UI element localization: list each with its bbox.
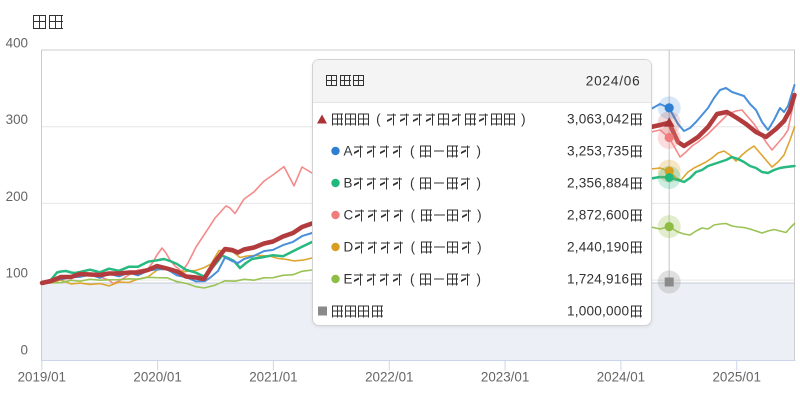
- svg-text:2023/01: 2023/01: [481, 370, 529, 385]
- svg-text:2020/01: 2020/01: [133, 370, 181, 385]
- svg-text:200: 200: [6, 189, 28, 204]
- svg-text:2022/01: 2022/01: [365, 370, 413, 385]
- svg-text:100: 100: [6, 266, 28, 281]
- svg-text:0: 0: [21, 342, 28, 357]
- svg-text:300: 300: [6, 112, 28, 127]
- svg-text:2025/01: 2025/01: [712, 370, 760, 385]
- svg-text:2021/01: 2021/01: [249, 370, 297, 385]
- svg-text:400: 400: [6, 36, 28, 51]
- svg-text:2019/01: 2019/01: [18, 370, 66, 385]
- svg-text:2024/01: 2024/01: [597, 370, 645, 385]
